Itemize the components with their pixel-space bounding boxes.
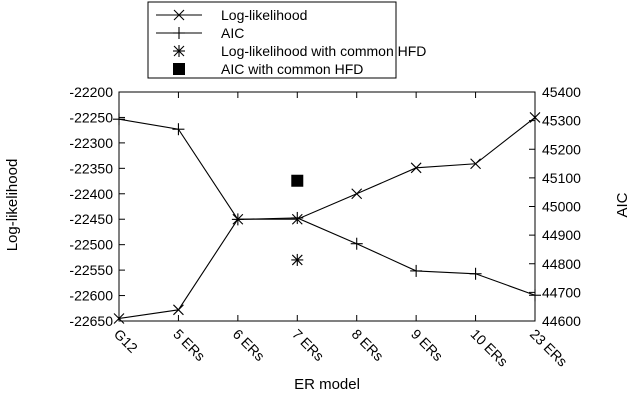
y-right-tick-label: 44700 [542,284,581,300]
data-point [529,112,541,123]
data-point [172,123,185,136]
y-right-tick-label: 45000 [542,199,581,215]
x-tick-label: 23 ERs [527,326,571,370]
y-left-tick-label: -22250 [69,109,113,125]
data-point [173,304,184,316]
x-tick-label: 8 ERs [349,326,387,364]
series-line [118,117,536,319]
y-right-tick-label: 44800 [542,256,581,272]
data-point [410,162,422,174]
x-tick-label: 6 ERs [230,326,268,364]
legend: Log-likelihood AIC Log-likelihood with com… [147,1,426,79]
data-point [410,264,423,277]
data-point [529,289,541,302]
x-tick-label: 9 ERs [408,326,446,364]
y-left-tick-label: -22550 [69,262,113,278]
axes-layer: -22200 -22250 -22300 -22350 -22400 -22450 -225… [69,84,581,370]
data-point [113,313,125,324]
legend-swatch-marker [173,45,185,57]
legend-swatch-marker [173,27,185,39]
series-line [118,118,536,296]
y-left-tick-label: -22200 [69,84,113,100]
y-right-tick-label: 44600 [542,313,581,329]
data-point [231,213,244,226]
x-marker-stroke [410,162,422,174]
data-point [291,253,304,266]
legend-box [147,1,397,79]
legend-label: AIC [221,25,244,41]
x-tick-label: 10 ERs [467,326,511,370]
y-right-tick-label: 45400 [542,84,581,100]
y-right-tick-label: 45200 [542,141,581,157]
legend-swatch-marker [173,9,185,21]
y-left-tick-label: -22400 [69,186,113,202]
y-left-tick-label: -22650 [69,313,113,329]
x-marker-stroke [113,313,125,324]
x-marker-stroke [470,158,481,170]
data-point [113,113,125,126]
y-right-tick-label: 45100 [542,170,581,186]
data-point [470,158,481,170]
data-point [350,237,363,250]
y-left-tick-label: -22350 [69,160,113,176]
x-marker-stroke [173,9,185,21]
data-point [351,188,363,200]
y-axis-left-label: Log-likelihood [4,159,21,252]
y-left-tick-label: -22450 [69,211,113,227]
y-left-tick-label: -22300 [69,135,113,151]
series-layer [113,112,541,324]
square-marker-fill [173,63,185,75]
data-point [291,211,304,224]
x-marker-stroke [529,112,541,123]
y-right-tick-label: 44900 [542,227,581,243]
legend-label: Log-likelihood with common HFD [221,43,426,59]
legend-label: Log-likelihood [221,7,307,23]
y-right-tick-label: 45300 [542,113,581,129]
y-left-tick-label: -22600 [69,288,113,304]
data-point [291,174,304,187]
square-marker-fill [291,174,304,187]
x-tick-label: 7 ERs [289,326,327,364]
y-left-tick-label: -22500 [69,237,113,253]
x-marker-stroke [351,188,363,200]
legend-label: AIC with common HFD [221,61,363,77]
x-tick-label: 5 ERs [170,326,208,364]
x-tick-label: G12 [111,326,141,356]
y-axis-right-label: AIC [614,192,631,217]
legend-swatch-marker [173,63,185,75]
data-point [469,267,482,280]
x-marker-stroke [173,304,184,316]
x-axis-label: ER model [294,376,360,393]
